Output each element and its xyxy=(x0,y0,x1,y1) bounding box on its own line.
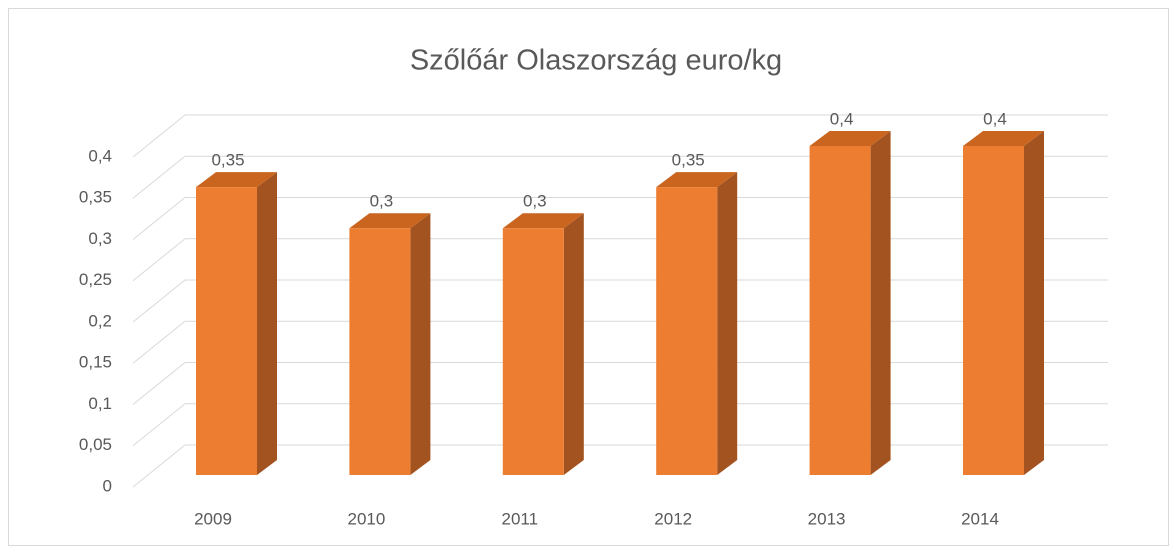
chart-title: Szőlőár Olaszország euro/kg xyxy=(410,45,782,77)
x-tick-label: 2014 xyxy=(961,509,999,528)
grid-line xyxy=(132,320,1108,364)
bar xyxy=(656,187,718,475)
value-label: 0,3 xyxy=(370,192,394,211)
x-tick-label: 2009 xyxy=(194,509,232,528)
y-tick-label: 0,3 xyxy=(88,229,112,248)
bar-top xyxy=(656,172,738,188)
bar xyxy=(963,146,1024,475)
bar-side xyxy=(717,172,738,475)
grid-line xyxy=(132,197,1108,240)
y-tick-label: 0,2 xyxy=(88,311,112,330)
value-label: 0,3 xyxy=(523,192,547,211)
bar-top xyxy=(349,213,431,229)
bar-side xyxy=(563,213,584,475)
bar-top xyxy=(809,131,891,146)
y-tick-label: 0,05 xyxy=(79,435,112,454)
value-label: 0,4 xyxy=(830,109,854,128)
x-tick-label: 2010 xyxy=(347,509,385,528)
bar-side xyxy=(870,131,891,475)
bar-top xyxy=(502,213,584,229)
bar xyxy=(349,228,411,475)
bar-side xyxy=(1024,131,1044,475)
grid-line xyxy=(132,155,1108,199)
value-label: 0,35 xyxy=(672,151,705,170)
y-tick-label: 0 xyxy=(103,476,112,495)
grid-line xyxy=(132,279,1108,323)
y-tick-label: 0,15 xyxy=(79,353,112,372)
y-tick-label: 0,35 xyxy=(79,188,112,207)
bar-side xyxy=(410,213,431,475)
bar-top xyxy=(963,131,1044,146)
y-tick-label: 0,4 xyxy=(88,146,112,165)
y-tick-label: 0,1 xyxy=(88,394,112,413)
x-tick-label: 2011 xyxy=(502,509,539,528)
bar xyxy=(196,187,257,475)
grid-line xyxy=(132,403,1108,447)
x-tick-label: 2012 xyxy=(654,509,692,528)
bar xyxy=(502,228,564,475)
value-label: 0,35 xyxy=(211,151,244,170)
y-tick-label: 0,25 xyxy=(79,270,112,289)
grid-line xyxy=(132,238,1108,282)
bar-side xyxy=(257,172,277,475)
bar-top xyxy=(196,172,277,188)
grid-line xyxy=(132,114,1108,158)
x-tick-label: 2013 xyxy=(808,509,846,528)
grid-line xyxy=(132,444,1108,488)
value-label: 0,4 xyxy=(983,109,1007,128)
grid-line xyxy=(132,362,1108,405)
bar xyxy=(809,146,871,475)
